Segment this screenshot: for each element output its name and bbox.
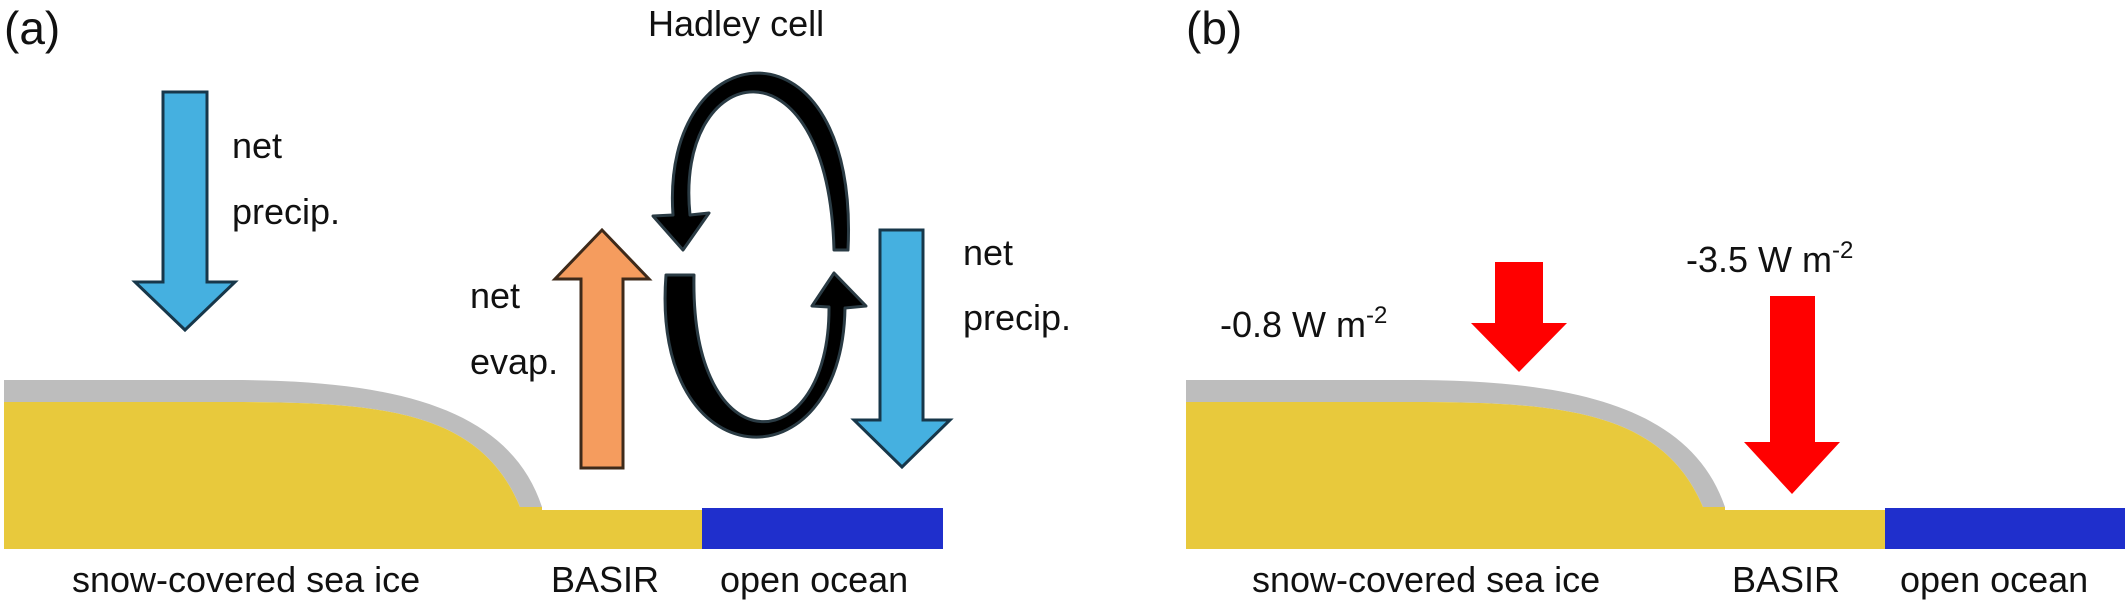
- flux-arrow-ice: [1471, 262, 1567, 372]
- net-precip-arrow-right: [850, 228, 954, 470]
- net-precip-right-line1: net: [963, 232, 1013, 273]
- net-precip-label-right: net precip.: [963, 232, 1071, 338]
- hadley-arc-top: [651, 71, 850, 252]
- net-evap-line1: net: [470, 275, 520, 316]
- snow-layer-a: [4, 380, 542, 507]
- net-precip-left-line2: precip.: [232, 191, 340, 232]
- net-evap-arrow: [551, 227, 653, 470]
- flux-ice-exp: -2: [1366, 302, 1387, 329]
- net-evap-line2: evap.: [470, 341, 558, 382]
- flux-arrow-basir: [1744, 296, 1840, 494]
- flux-label-ice: -0.8 W m-2: [1220, 302, 1387, 345]
- hadley-arc-bottom: [663, 271, 868, 439]
- label-ice-a: snow-covered sea ice: [72, 559, 420, 600]
- label-basir-a: BASIR: [551, 559, 659, 600]
- net-precip-label-left: net precip.: [232, 125, 340, 232]
- panel-b-tag: (b): [1186, 2, 1242, 54]
- panel-a: (a) Hadley cell net precip. net evap. ne…: [4, 2, 1071, 600]
- label-ocean-a: open ocean: [720, 559, 908, 600]
- sea-ice-a: [4, 402, 702, 549]
- snow-layer-b: [1186, 380, 1725, 507]
- panel-a-tag: (a): [4, 2, 60, 54]
- sea-ice-b: [1186, 402, 1885, 549]
- hadley-cell-label: Hadley cell: [648, 3, 824, 44]
- net-precip-arrow-left: [131, 90, 239, 333]
- flux-label-basir: -3.5 W m-2: [1686, 237, 1853, 280]
- net-precip-left-line1: net: [232, 125, 282, 166]
- flux-basir-exp: -2: [1832, 237, 1853, 264]
- label-ice-b: snow-covered sea ice: [1252, 559, 1600, 600]
- net-precip-right-line2: precip.: [963, 297, 1071, 338]
- open-ocean-a: [702, 508, 943, 549]
- net-evap-label: net evap.: [470, 275, 558, 382]
- panel-b: (b) -0.8 W m-2 -3.5 W m-2 snow-covered s…: [1186, 2, 2125, 600]
- flux-basir-value: -3.5 W m: [1686, 239, 1832, 280]
- flux-ice-value: -0.8 W m: [1220, 304, 1366, 345]
- open-ocean-b: [1885, 508, 2125, 549]
- label-ocean-b: open ocean: [1900, 559, 2088, 600]
- label-basir-b: BASIR: [1732, 559, 1840, 600]
